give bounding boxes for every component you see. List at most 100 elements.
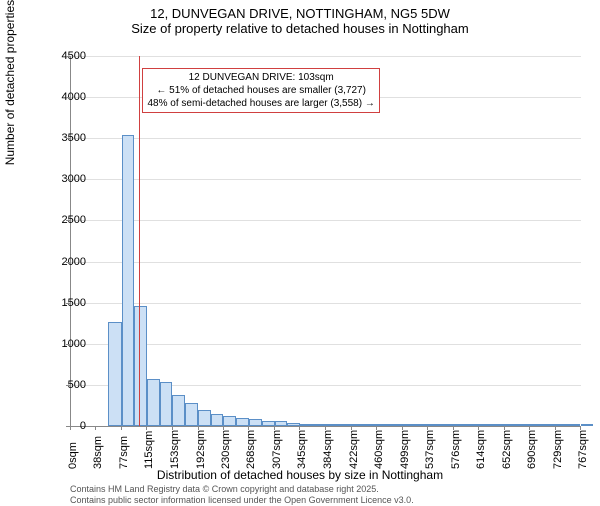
y-tick-mark: [66, 344, 70, 345]
histogram-bar: [249, 419, 262, 426]
x-tick-label: 230sqm: [220, 430, 232, 469]
histogram-bar: [338, 424, 351, 426]
x-tick-label: 422sqm: [348, 430, 360, 469]
plot-area: 12 DUNVEGAN DRIVE: 103sqm← 51% of detach…: [70, 56, 581, 427]
histogram-bar: [287, 423, 300, 426]
title-main: 12, DUNVEGAN DRIVE, NOTTINGHAM, NG5 5DW: [0, 6, 600, 21]
x-tick-mark: [351, 426, 352, 430]
annotation-box: 12 DUNVEGAN DRIVE: 103sqm← 51% of detach…: [142, 68, 379, 113]
histogram-bar: [453, 424, 466, 426]
histogram-bar: [185, 403, 198, 426]
x-tick-label: 115sqm: [143, 431, 155, 469]
y-tick-mark: [66, 138, 70, 139]
histogram-bar: [262, 421, 275, 426]
x-tick-mark: [402, 426, 403, 430]
histogram-bar: [275, 421, 288, 426]
x-tick-mark: [146, 426, 147, 430]
x-tick-mark: [223, 426, 224, 430]
x-tick-label: 576sqm: [450, 430, 462, 469]
histogram-bar: [504, 424, 517, 426]
histogram-bar: [172, 395, 185, 426]
x-tick-mark: [504, 426, 505, 430]
histogram-bar: [517, 424, 530, 426]
x-tick-mark: [121, 426, 122, 430]
title-sub: Size of property relative to detached ho…: [0, 21, 600, 36]
x-tick-mark: [555, 426, 556, 430]
histogram-bar: [428, 424, 441, 426]
annotation-line: ← 51% of detached houses are smaller (3,…: [147, 84, 374, 97]
gridline: [71, 344, 581, 345]
x-tick-mark: [325, 426, 326, 430]
y-tick-mark: [66, 179, 70, 180]
x-tick-mark: [248, 426, 249, 430]
x-tick-label: 307sqm: [271, 430, 283, 469]
x-tick-label: 729sqm: [552, 430, 564, 469]
x-tick-label: 384sqm: [322, 430, 334, 469]
footer-line2: Contains public sector information licen…: [70, 495, 414, 505]
x-tick-label: 537sqm: [424, 430, 436, 469]
footer: Contains HM Land Registry data © Crown c…: [70, 484, 414, 506]
histogram-bar: [134, 306, 147, 426]
y-axis-label: Number of detached properties: [3, 0, 17, 165]
x-tick-label: 460sqm: [373, 430, 385, 469]
histogram-bar: [491, 424, 504, 426]
x-tick-mark: [580, 426, 581, 430]
gridline: [71, 262, 581, 263]
histogram-bar: [211, 414, 224, 426]
histogram-bar: [466, 424, 479, 426]
histogram-bar: [364, 424, 377, 426]
histogram-bar: [581, 424, 594, 426]
histogram-bar: [160, 382, 173, 426]
x-tick-label: 690sqm: [526, 430, 538, 469]
y-tick-label: 0: [80, 420, 86, 432]
x-axis-label: Distribution of detached houses by size …: [0, 468, 600, 482]
histogram-bar: [122, 135, 135, 426]
histogram-bar: [402, 424, 415, 426]
footer-line1: Contains HM Land Registry data © Crown c…: [70, 484, 379, 494]
histogram-bar: [415, 424, 428, 426]
x-tick-label: 767sqm: [577, 430, 589, 469]
x-tick-mark: [70, 426, 71, 430]
x-tick-mark: [198, 426, 199, 430]
histogram-bar: [236, 418, 249, 426]
annotation-line: 48% of semi-detached houses are larger (…: [147, 97, 374, 110]
histogram-bar: [543, 424, 556, 426]
histogram-bar: [198, 410, 211, 426]
x-tick-label: 0sqm: [67, 442, 79, 469]
x-tick-label: 268sqm: [245, 430, 257, 469]
histogram-bar: [223, 416, 236, 426]
y-tick-mark: [66, 56, 70, 57]
y-tick-mark: [66, 97, 70, 98]
x-tick-label: 345sqm: [296, 430, 308, 469]
histogram-bar: [108, 322, 121, 426]
histogram-bar: [351, 424, 364, 426]
histogram-bar: [389, 424, 402, 426]
x-tick-mark: [299, 426, 300, 430]
x-tick-label: 652sqm: [501, 430, 513, 469]
x-tick-label: 77sqm: [118, 436, 130, 469]
histogram-bar: [376, 424, 389, 426]
annotation-line: 12 DUNVEGAN DRIVE: 103sqm: [147, 71, 374, 84]
x-tick-label: 499sqm: [399, 430, 411, 469]
x-tick-label: 153sqm: [169, 430, 181, 469]
gridline: [71, 56, 581, 57]
histogram-bar: [326, 424, 339, 426]
histogram-bar: [555, 424, 568, 426]
x-tick-mark: [427, 426, 428, 430]
histogram-bar: [313, 424, 326, 426]
x-tick-mark: [376, 426, 377, 430]
x-tick-label: 614sqm: [475, 430, 487, 469]
x-tick-label: 38sqm: [92, 436, 104, 469]
histogram-bar: [440, 424, 453, 426]
gridline: [71, 220, 581, 221]
y-tick-mark: [66, 262, 70, 263]
histogram-bar: [300, 424, 313, 426]
y-tick-mark: [66, 385, 70, 386]
x-tick-label: 192sqm: [195, 430, 207, 469]
histogram-bar: [568, 424, 581, 426]
x-tick-mark: [95, 426, 96, 430]
histogram-bar: [479, 424, 492, 426]
histogram-bar: [147, 379, 160, 426]
gridline: [71, 138, 581, 139]
histogram-bar: [529, 424, 542, 426]
